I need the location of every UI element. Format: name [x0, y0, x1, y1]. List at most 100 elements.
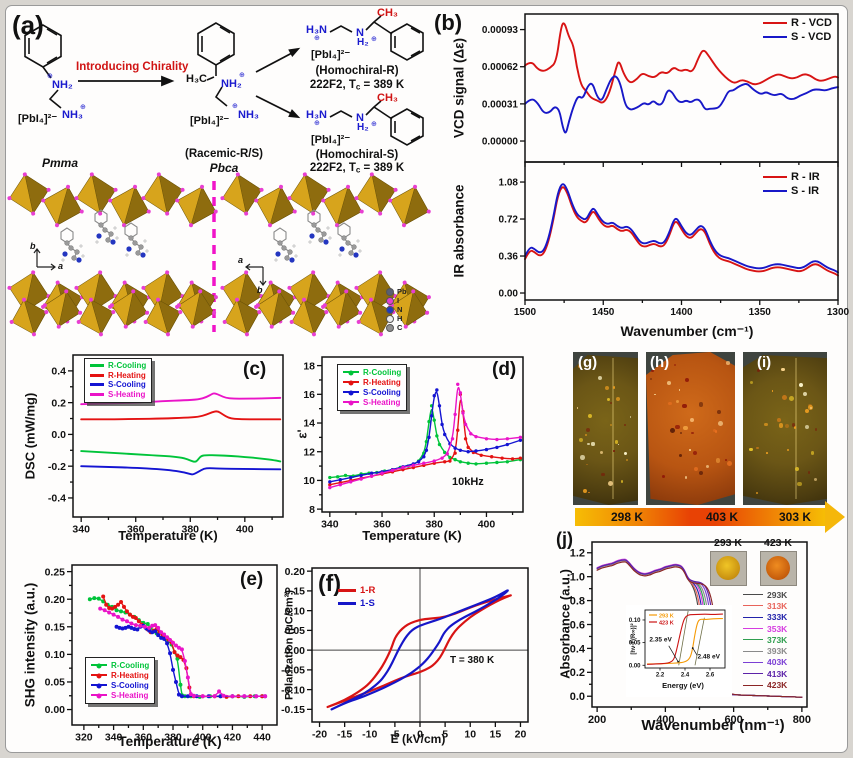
photo-speckle: [698, 402, 704, 408]
svg-text:0.2: 0.2: [570, 667, 585, 679]
inset-xlabel: Energy (eV): [662, 681, 704, 690]
photo-speckle: [805, 408, 810, 413]
photo-speckle: [779, 423, 784, 428]
ir-ylabel: IR absorbance: [451, 184, 467, 278]
legend-item: R - VCD: [763, 16, 832, 30]
abs-legend: 293K 313K 333K 353K 373K 393K 403K 413K 423K: [743, 589, 787, 691]
svg-text:800: 800: [793, 714, 811, 726]
svg-text:1400: 1400: [670, 307, 693, 318]
panel-label-i: (i): [757, 354, 772, 371]
photo-speckle: [705, 464, 710, 469]
svg-text:0.10: 0.10: [45, 649, 66, 661]
photo-speckle: [670, 427, 676, 433]
bar-label-298k: 298 K: [610, 510, 644, 524]
bar-label-303k: 303 K: [778, 510, 812, 524]
legend-item: S-Cooling: [91, 680, 149, 690]
svg-text:-10: -10: [362, 729, 377, 741]
photo-speckle: [609, 401, 613, 405]
axis-a-label: a: [58, 261, 64, 271]
atom-color-icon: [386, 287, 394, 296]
svg-text:400: 400: [656, 714, 674, 726]
photo-speckle: [715, 458, 721, 463]
photo-speckle: [794, 467, 800, 472]
photo-speckle: [813, 477, 818, 482]
gradient-arrowhead-icon: [825, 501, 845, 533]
photo-speckle: [689, 449, 692, 452]
panel-label-e: (e): [240, 569, 264, 590]
panel-label-h: (h): [650, 354, 670, 371]
pbca-label: Pbca: [209, 161, 239, 175]
crystal-blob-orange: [766, 556, 790, 580]
svg-text:0.8: 0.8: [570, 595, 585, 607]
svg-text:0.05: 0.05: [285, 625, 306, 637]
axis-a-label: a: [238, 255, 244, 265]
svg-text:20: 20: [515, 729, 527, 741]
svg-text:10: 10: [303, 475, 315, 487]
photo-speckle: [623, 423, 626, 426]
photo-speckle: [586, 463, 588, 466]
pe-legend: 1-R 1-S: [338, 584, 375, 610]
photo-speckle: [591, 442, 595, 446]
legend-item: S-Heating: [90, 390, 146, 400]
legend-label: S-Heating: [111, 690, 149, 700]
legend-line-icon: [338, 589, 356, 592]
photo-speckle: [678, 389, 681, 391]
photo-label-423k: 423 K: [763, 537, 793, 549]
photo-speckle: [684, 377, 690, 383]
oplus-icon: ⊕: [232, 103, 238, 110]
legend-item: S-Heating: [91, 690, 149, 700]
abs-xlabel: Wavenumber (nm⁻¹): [641, 717, 785, 734]
photo-speckle: [756, 492, 759, 494]
inset-ylabel: [hν·F(R∞)]²: [631, 623, 637, 655]
tc-suffix: = 389 K: [360, 162, 405, 174]
legend-item: 423K: [743, 679, 787, 690]
legend-label: S - IR: [791, 185, 820, 197]
axis-b-label: b: [30, 241, 36, 251]
panel-label-j: (j): [556, 529, 573, 549]
svg-text:0.15: 0.15: [285, 586, 306, 598]
svg-text:5: 5: [442, 729, 448, 741]
tc-r-label: 222F2, Tc = 389 K: [310, 79, 405, 92]
oplus-icon: ⊕: [314, 120, 320, 127]
legend-label: 1-S: [360, 598, 375, 609]
oplus-icon: ⊕: [371, 121, 377, 128]
svg-text:-0.4: -0.4: [48, 493, 66, 505]
legend-item: 333K: [743, 612, 787, 623]
legend-marker-icon: [348, 370, 354, 376]
legend-label: S-Cooling: [111, 680, 149, 690]
photo-speckle: [612, 386, 615, 389]
tc-suffix: = 389 K: [360, 79, 405, 91]
panel-label-a: (a): [12, 10, 44, 40]
legend-marker-icon: [348, 380, 354, 386]
vcd-ylabel: VCD signal (Δε): [451, 37, 467, 139]
svg-text:0.72: 0.72: [499, 215, 519, 226]
pe-xlabel: E (kV/cm): [390, 732, 446, 746]
photo-speckle: [793, 426, 796, 429]
svg-text:0.00: 0.00: [45, 704, 66, 716]
shg-legend: R-Cooling R-Heating S-Cooling S-Heating: [85, 657, 156, 704]
svg-text:360: 360: [373, 519, 391, 531]
legend-item: 413K: [743, 668, 787, 679]
svg-text:380: 380: [425, 519, 443, 531]
legend-label: R - VCD: [791, 17, 832, 29]
photo-speckle: [580, 455, 585, 460]
photo-speckle: [684, 476, 688, 480]
photo-speckle: [626, 458, 629, 461]
svg-text:440: 440: [253, 732, 271, 744]
svg-text:0.10: 0.10: [629, 618, 641, 624]
photo-speckle: [725, 459, 728, 461]
temperature-annotation: T = 380 K: [450, 655, 495, 666]
svg-text:0.00062: 0.00062: [482, 62, 519, 73]
svg-text:340: 340: [321, 519, 339, 531]
legend-marker-icon: [96, 663, 102, 669]
svg-text:2.48 eV: 2.48 eV: [698, 653, 721, 660]
svg-text:360: 360: [135, 732, 153, 744]
eps-ylabel: ε': [294, 429, 310, 439]
temperature-gradient-bar: [575, 508, 825, 526]
photo-speckle: [797, 481, 802, 487]
svg-text:600: 600: [724, 714, 742, 726]
photo-speckle: [692, 450, 697, 455]
legend-item: 313K: [743, 600, 787, 611]
photo-speckle: [585, 433, 588, 436]
